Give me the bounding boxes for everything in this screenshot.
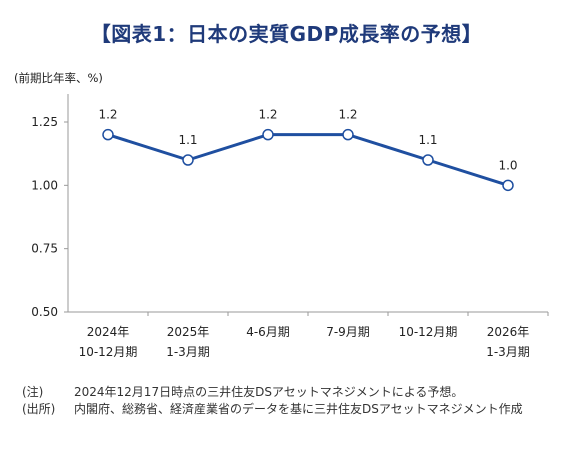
series-line xyxy=(107,133,509,187)
series-line-path xyxy=(107,133,509,187)
data-point xyxy=(262,128,274,141)
chart-title: 【図表1：日本の実質GDP成長率の予想】 xyxy=(90,22,483,46)
data-label: 1.2 xyxy=(258,108,277,122)
y-tick-label: 1.00 xyxy=(31,178,58,192)
data-labels: 1.2 1.1 1.2 1.2 1.1 1.0 xyxy=(98,108,517,173)
data-point xyxy=(422,154,434,166)
x-tick-label: 1-3月期 xyxy=(486,345,530,359)
y-tick-label: 0.50 xyxy=(31,305,58,319)
data-label: 1.0 xyxy=(498,158,517,172)
data-point xyxy=(342,128,354,141)
data-point xyxy=(102,128,114,141)
note-text: 2024年12月17日時点の三井住友DSアセットマネジメントによる予想。 xyxy=(74,385,464,399)
x-tick-label: 10-12月期 xyxy=(79,345,138,359)
axes xyxy=(67,94,548,313)
x-tick-label: 2025年 xyxy=(167,325,210,339)
notes-section: (注) 2024年12月17日時点の三井住友DSアセットマネジメントによる予想。… xyxy=(22,384,523,418)
x-tick-label: 7-9月期 xyxy=(326,325,370,339)
data-label: 1.1 xyxy=(418,133,437,147)
y-tick-label: 0.75 xyxy=(31,242,58,256)
data-label: 1.2 xyxy=(338,108,357,122)
x-tick-label: 2024年 xyxy=(87,325,130,339)
data-label: 1.1 xyxy=(178,133,197,147)
source-text: 内閣府、総務省、経済産業省のデータを基に三井住友DSアセットマネジメント作成 xyxy=(74,402,523,416)
y-ticks: 0.50 0.75 1.00 1.25 xyxy=(31,115,68,319)
x-tick-label: 10-12月期 xyxy=(399,325,458,339)
source-label: (出所) xyxy=(22,402,56,416)
x-tick-label: 2026年 xyxy=(487,325,530,339)
x-tick-label: 4-6月期 xyxy=(246,325,290,339)
source-row: (出所) 内閣府、総務省、経済産業省のデータを基に三井住友DSアセットマネジメン… xyxy=(22,401,523,418)
note-label: (注) xyxy=(22,385,44,399)
data-point xyxy=(502,179,514,192)
x-ticks: 2024年 10-12月期 2025年 1-3月期 4-6月期 7-9月期 10-12月期 2… xyxy=(79,312,549,359)
x-tick-label: 1-3月期 xyxy=(166,345,210,359)
note-row: (注) 2024年12月17日時点の三井住友DSアセットマネジメントによる予想。 xyxy=(22,384,523,401)
y-axis-unit-label: (前期比年率、%) xyxy=(14,71,103,85)
data-points xyxy=(102,128,514,192)
data-point xyxy=(182,154,194,166)
y-tick-label: 1.25 xyxy=(31,115,58,129)
data-label: 1.2 xyxy=(98,108,117,122)
